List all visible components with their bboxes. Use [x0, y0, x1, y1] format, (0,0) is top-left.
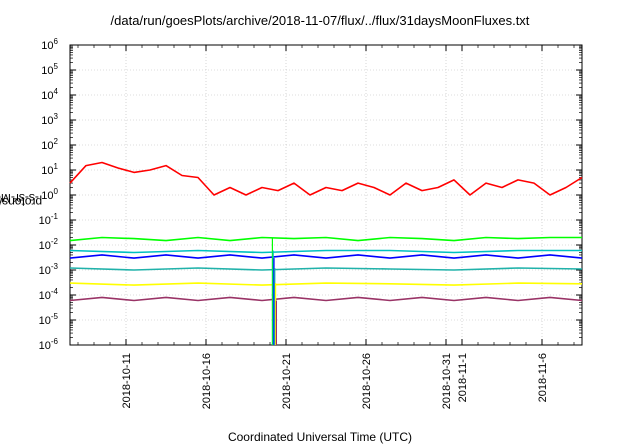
x-axis-label: Coordinated Universal Time (UTC)	[227, 430, 413, 444]
y-tick-label: 10-3	[39, 262, 59, 277]
series-line-6	[69, 282, 583, 286]
series-line-5	[69, 267, 583, 271]
series-line-7	[69, 296, 583, 302]
y-tick-label: 100	[41, 187, 58, 202]
series-line-3	[69, 249, 582, 254]
x-axis-ticks: 2018-10-11 2018-10-16 2018-10-21 2018-10-26…	[77, 45, 575, 409]
y-axis-label-rest: -s-sr-MeV	[0, 190, 39, 205]
x-tick-label: 2018-10-26	[361, 353, 373, 409]
y-tick-label: 103	[41, 112, 58, 127]
series-group	[69, 161, 583, 345]
y-tick-label: 10-1	[39, 212, 59, 227]
x-tick-label: 2018-10-11	[121, 353, 133, 408]
x-tick-label: 2018-11-6	[537, 353, 549, 402]
x-tick-label: 2018-11-1	[457, 353, 469, 402]
x-tick-label: 2018-10-21	[281, 353, 293, 409]
y-tick-label: 105	[41, 62, 58, 77]
y-tick-label: 106	[41, 37, 58, 52]
y-axis-ticks: 10-6 10-5 10-4 10-3 10-2 10-1 100 101 102 103 104 1…	[39, 37, 582, 352]
series-line-1	[69, 161, 583, 196]
y-tick-label: 101	[41, 162, 58, 177]
y-tick-label: 102	[41, 137, 58, 152]
series-line-4	[69, 254, 583, 259]
y-tick-label: 10-4	[39, 287, 59, 302]
chart-title: /data/run/goesPlots/archive/2018-11-07/f…	[110, 13, 530, 28]
y-tick-label: 10-5	[39, 312, 59, 327]
grid-lines	[70, 45, 582, 345]
y-tick-label: 104	[41, 87, 58, 102]
y-tick-label: 10-2	[39, 237, 59, 252]
series-line-2	[69, 236, 582, 242]
y-tick-label: 10-6	[39, 337, 59, 352]
x-tick-label: 2018-10-16	[201, 353, 213, 409]
x-tick-label: 2018-10-31	[441, 353, 453, 409]
